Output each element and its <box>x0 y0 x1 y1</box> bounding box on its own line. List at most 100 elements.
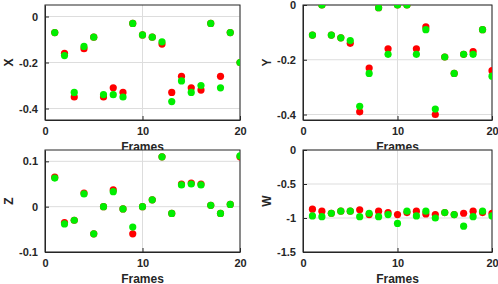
point <box>90 230 97 237</box>
tick-label: 0 <box>42 257 48 269</box>
point <box>129 223 136 230</box>
plot-background <box>45 5 240 120</box>
tick-label: -0.1 <box>19 246 38 258</box>
tick-label: 0 <box>290 144 296 156</box>
point <box>139 31 146 38</box>
point <box>110 84 117 91</box>
point <box>328 32 335 39</box>
tick-label: 0 <box>42 125 48 137</box>
tick-mark <box>45 161 49 162</box>
point <box>217 210 224 217</box>
point <box>217 73 224 80</box>
series <box>51 152 240 237</box>
series <box>309 206 492 219</box>
grid-line <box>142 150 143 252</box>
grid-line <box>45 62 240 63</box>
tick-label: 10 <box>137 125 149 137</box>
point <box>470 51 477 58</box>
panel: 01020-0.4-0.20FramesY <box>260 0 498 154</box>
point <box>328 32 335 39</box>
point <box>488 73 492 80</box>
point <box>168 210 175 217</box>
grid-line <box>45 108 240 109</box>
grid-line <box>397 150 398 252</box>
tick: -1 <box>286 212 307 224</box>
point <box>347 208 354 215</box>
point <box>451 70 458 77</box>
point <box>207 202 214 209</box>
point <box>207 20 214 27</box>
point <box>479 26 486 33</box>
tick-label: 0 <box>300 125 306 137</box>
tick-label: 0 <box>32 201 38 213</box>
tick-label: 10 <box>392 125 404 137</box>
point <box>394 5 401 9</box>
y-axis-title: Z <box>2 197 16 204</box>
point <box>119 93 126 100</box>
tick: 0 <box>290 0 307 11</box>
tick-mark <box>303 115 307 116</box>
point <box>479 208 486 215</box>
point <box>394 211 401 218</box>
point <box>149 196 156 203</box>
tick-label: -0.4 <box>19 103 39 115</box>
panel: 01020-1.5-1-0.50FramesW <box>260 144 498 284</box>
point <box>119 205 126 212</box>
point <box>441 53 448 60</box>
point <box>158 153 165 160</box>
tick-mark <box>143 116 144 120</box>
point <box>61 52 68 59</box>
point <box>403 5 410 9</box>
point <box>100 203 107 210</box>
point <box>347 208 354 215</box>
tick-mark <box>45 207 49 208</box>
point <box>309 206 316 213</box>
point <box>356 213 363 220</box>
tick-mark <box>303 184 307 185</box>
point <box>51 29 58 36</box>
figure: 01020-0.4-0.20FramesX01020-0.4-0.20Frame… <box>0 0 498 284</box>
point <box>479 26 486 33</box>
point <box>394 220 401 227</box>
marks <box>51 20 240 105</box>
point <box>488 212 492 219</box>
point <box>197 181 204 188</box>
point <box>432 214 439 221</box>
tick-label: 20 <box>234 125 246 137</box>
point <box>51 175 58 182</box>
point <box>51 29 58 36</box>
point <box>451 70 458 77</box>
tick-label: 0 <box>300 257 306 269</box>
point <box>139 31 146 38</box>
point <box>413 51 420 58</box>
point <box>451 211 458 218</box>
tick-label: -0.4 <box>277 109 297 121</box>
plot-frame <box>303 5 492 120</box>
point <box>460 223 467 230</box>
point <box>441 53 448 60</box>
point <box>356 206 363 213</box>
point <box>236 59 240 66</box>
point <box>178 181 185 188</box>
point <box>318 213 325 220</box>
point <box>356 103 363 110</box>
tick-mark <box>45 109 49 110</box>
tick-mark <box>143 248 144 252</box>
point <box>375 213 382 220</box>
y-axis-title: X <box>2 58 16 66</box>
point <box>51 174 58 181</box>
point <box>100 203 107 210</box>
point <box>197 82 204 89</box>
point <box>80 190 87 197</box>
point <box>366 210 373 217</box>
point <box>375 5 382 11</box>
tick-label: -1.5 <box>277 246 296 258</box>
tick-label: -0.2 <box>277 54 296 66</box>
point <box>168 98 175 105</box>
marks <box>309 206 492 230</box>
marks <box>309 5 492 118</box>
tick: 10 <box>137 248 149 269</box>
point <box>432 105 439 112</box>
tick: 0 <box>32 11 49 23</box>
point <box>227 29 234 36</box>
